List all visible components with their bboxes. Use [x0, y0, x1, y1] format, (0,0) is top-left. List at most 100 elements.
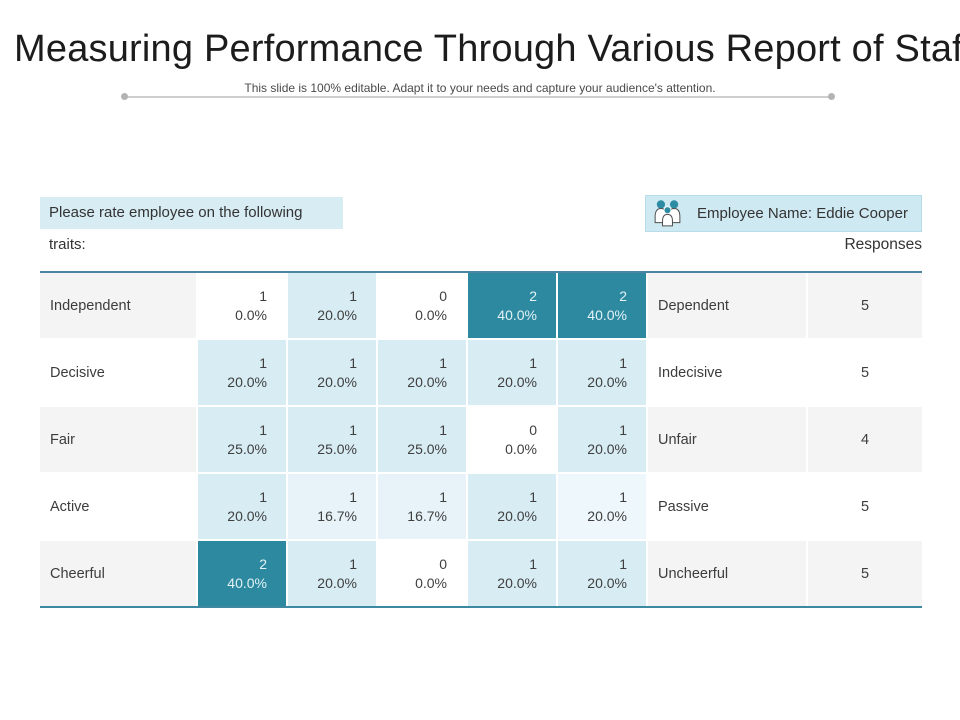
divider-endpoint-right: [828, 93, 835, 100]
rating-cell: 1 16.7%: [378, 474, 466, 539]
rating-cell: 2 40.0%: [468, 273, 556, 338]
trait-left-cell: Independent: [40, 273, 196, 338]
rating-count: 1: [529, 354, 537, 371]
rating-count: 1: [349, 354, 357, 371]
rating-percent: 20.0%: [587, 373, 627, 390]
responses-column-header: Responses: [844, 236, 922, 253]
rating-cell: 1 25.0%: [378, 407, 466, 472]
rating-percent: 16.7%: [407, 507, 447, 524]
rating-percent: 40.0%: [227, 574, 267, 591]
rating-cell: 1 25.0%: [288, 407, 376, 472]
rating-cell: 0 0.0%: [378, 541, 466, 606]
trait-left-cell: Fair: [40, 407, 196, 472]
rating-count: 2: [259, 555, 267, 572]
rating-count: 1: [349, 421, 357, 438]
trait-right-cell: Dependent: [648, 273, 806, 338]
rating-count: 2: [619, 287, 627, 304]
rating-percent: 20.0%: [587, 507, 627, 524]
rating-cell: 1 20.0%: [288, 273, 376, 338]
rating-percent: 20.0%: [227, 373, 267, 390]
employee-name-label: Employee Name: Eddie Cooper: [697, 205, 908, 222]
rating-percent: 20.0%: [227, 507, 267, 524]
rating-cell: 1 20.0%: [288, 541, 376, 606]
rating-prompt: Please rate employee on the following tr…: [40, 197, 343, 253]
team-people-icon: [651, 197, 684, 230]
rating-percent: 20.0%: [497, 574, 537, 591]
rating-count: 1: [619, 421, 627, 438]
rating-percent: 20.0%: [317, 574, 357, 591]
rating-cell: 2 40.0%: [198, 541, 286, 606]
rating-percent: 20.0%: [587, 440, 627, 457]
rating-cell: 1 20.0%: [558, 541, 646, 606]
rating-count: 1: [439, 421, 447, 438]
rating-count: 1: [259, 421, 267, 438]
trait-right-cell: Passive: [648, 474, 806, 539]
rating-count: 1: [349, 488, 357, 505]
rating-count: 1: [259, 354, 267, 371]
rating-count: 1: [439, 488, 447, 505]
responses-cell: 4: [808, 407, 922, 472]
trait-left-cell: Active: [40, 474, 196, 539]
rating-cell: 1 20.0%: [558, 474, 646, 539]
rating-count: 1: [529, 555, 537, 572]
rating-cell: 1 20.0%: [468, 474, 556, 539]
responses-cell: 5: [808, 541, 922, 606]
rating-cell: 1 20.0%: [468, 541, 556, 606]
rating-count: 0: [439, 287, 447, 304]
rating-count: 1: [619, 354, 627, 371]
rating-count: 1: [619, 488, 627, 505]
divider-endpoint-left: [121, 93, 128, 100]
responses-cell: 5: [808, 340, 922, 405]
rating-percent: 25.0%: [407, 440, 447, 457]
rating-cell: 1 20.0%: [288, 340, 376, 405]
trait-left-cell: Decisive: [40, 340, 196, 405]
rating-count: 2: [529, 287, 537, 304]
trait-right-cell: Unfair: [648, 407, 806, 472]
rating-cell: 1 20.0%: [198, 340, 286, 405]
rating-count: 1: [619, 555, 627, 572]
rating-cell: 1 20.0%: [198, 474, 286, 539]
rating-cell: 2 40.0%: [558, 273, 646, 338]
rating-percent: 25.0%: [227, 440, 267, 457]
rating-cell: 0 0.0%: [378, 273, 466, 338]
rating-percent: 40.0%: [497, 306, 537, 323]
rating-cell: 1 16.7%: [288, 474, 376, 539]
rating-percent: 25.0%: [317, 440, 357, 457]
rating-cell: 1 20.0%: [558, 407, 646, 472]
rating-cell: 1 20.0%: [468, 340, 556, 405]
rating-count: 0: [529, 421, 537, 438]
rating-table: Independent 1 0.0% 1 20.0% 0 0.0% 2 40.0…: [40, 271, 922, 608]
trait-left-cell: Cheerful: [40, 541, 196, 606]
rating-percent: 40.0%: [587, 306, 627, 323]
rating-cell: 0 0.0%: [468, 407, 556, 472]
rating-percent: 20.0%: [317, 373, 357, 390]
rating-percent: 20.0%: [587, 574, 627, 591]
responses-cell: 5: [808, 474, 922, 539]
rating-cell: 1 20.0%: [378, 340, 466, 405]
rating-cell: 1 20.0%: [558, 340, 646, 405]
rating-count: 1: [349, 555, 357, 572]
trait-right-cell: Indecisive: [648, 340, 806, 405]
trait-right-cell: Uncheerful: [648, 541, 806, 606]
rating-percent: 20.0%: [497, 507, 537, 524]
slide-subtitle: This slide is 100% editable. Adapt it to…: [244, 81, 716, 95]
title-divider-line: [125, 96, 831, 98]
rating-count: 1: [259, 488, 267, 505]
rating-percent: 16.7%: [317, 507, 357, 524]
rating-count: 1: [349, 287, 357, 304]
rating-count: 1: [529, 488, 537, 505]
rating-percent: 20.0%: [497, 373, 537, 390]
employee-name-box: Employee Name: Eddie Cooper: [645, 195, 922, 232]
page-title: Measuring Performance Through Various Re…: [14, 28, 960, 70]
rating-count: 1: [439, 354, 447, 371]
rating-count: 1: [259, 287, 267, 304]
responses-cell: 5: [808, 273, 922, 338]
rating-percent: 20.0%: [407, 373, 447, 390]
rating-cell: 1 25.0%: [198, 407, 286, 472]
rating-percent: 0.0%: [235, 306, 267, 323]
rating-percent: 0.0%: [415, 574, 447, 591]
rating-percent: 0.0%: [415, 306, 447, 323]
rating-percent: 0.0%: [505, 440, 537, 457]
rating-percent: 20.0%: [317, 306, 357, 323]
